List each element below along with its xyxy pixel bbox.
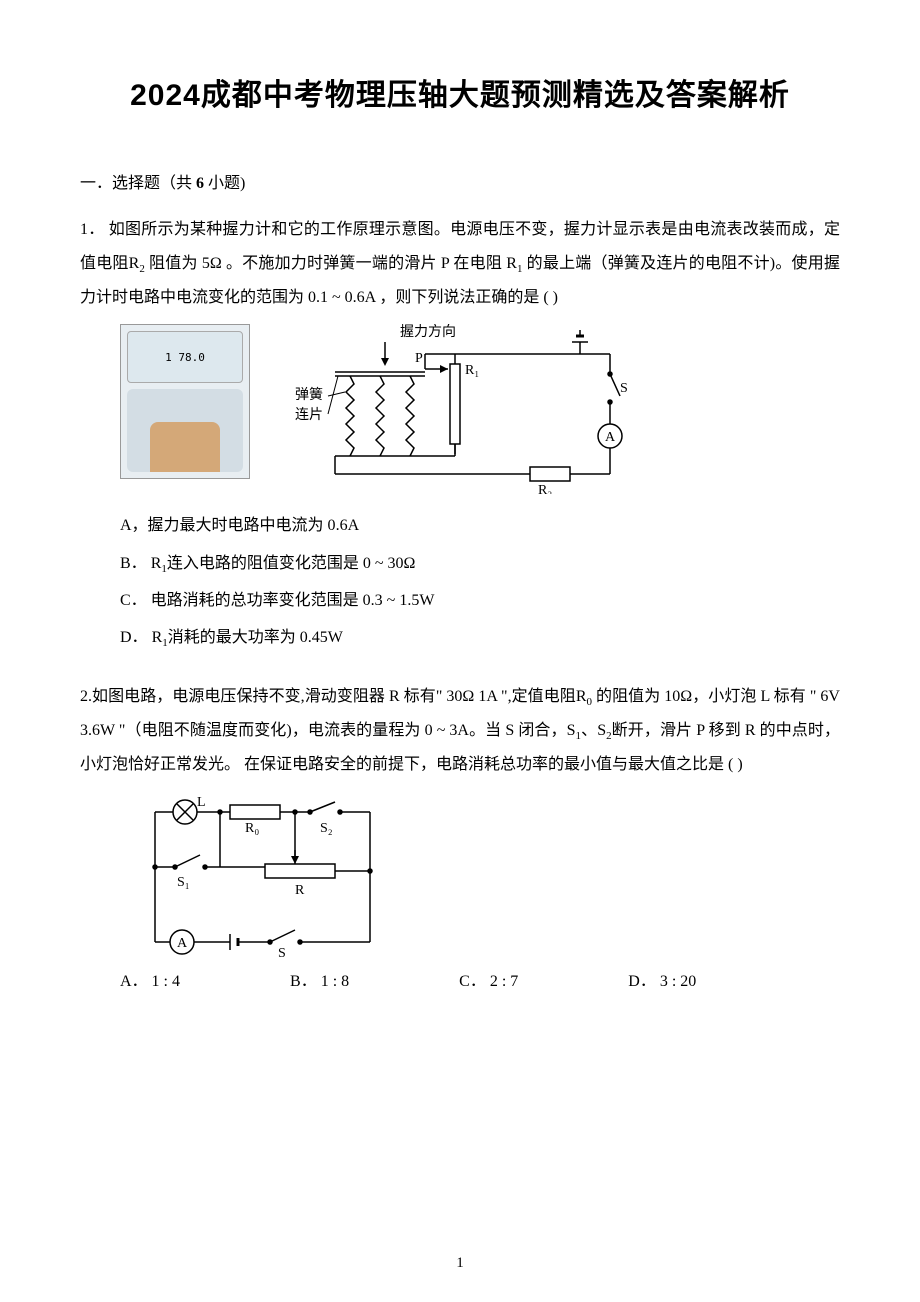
q1-options: A，握力最大时电路中电流为 0.6A B． R1连入电路的阻值变化范围是 0 ~… (120, 508, 840, 655)
q2-num: 2 (80, 688, 88, 705)
question-1: 1． 如图所示为某种握力计和它的工作原理示意图。电源电压不变，握力计显示表是由电… (80, 213, 840, 314)
q1-option-d: D． R1消耗的最大功率为 0.45W (120, 620, 840, 655)
grip-meter-display: 1 78.0 (127, 331, 243, 383)
q1-opt-d-prefix: D． (120, 629, 152, 646)
q2-circuit-diagram: L R₀ S₂ S₁ (135, 792, 395, 957)
q2-s1: S (567, 722, 576, 739)
q1-opt-d-r: R (152, 629, 163, 646)
section-header: 一．选择题（共 6 小题) (80, 169, 840, 193)
q1-r1: R (506, 255, 517, 272)
q1-r2: R (129, 255, 140, 272)
q2-r0: R (576, 688, 587, 705)
question-2: 2.如图电路，电源电压保持不变,滑动变阻器 R 标有" 30Ω 1A ",定值电… (80, 680, 840, 782)
grip-meter-body (127, 389, 243, 472)
q1-opt-a-suffix: 6A (340, 517, 360, 534)
label-ammeter-2: A (177, 936, 188, 951)
q1-num: 1 (80, 221, 88, 238)
q2-options: A． 1 : 4 B． 1 : 8 C． 2 : 7 D． 3 : 20 (120, 967, 840, 991)
section-header-suffix: 小题) (204, 175, 245, 192)
q1-opt-a-prefix: A，握力最大时电路中电流为 0 (120, 517, 336, 534)
section-header-prefix: 一．选择题（共 (80, 175, 196, 192)
q1-circuit-diagram: S A R₂ P R₁ 握力方向 (280, 324, 640, 494)
q1-option-a: A，握力最大时电路中电流为 0.6A (120, 508, 840, 543)
q1-figure: 1 78.0 S (120, 324, 840, 494)
label-r2: R₂ (538, 483, 552, 494)
section-header-num: 6 (196, 175, 204, 192)
q2-text-3: 、 (581, 722, 597, 739)
q2-option-b: B． 1 : 8 (290, 967, 349, 991)
page: 2024成都中考物理压轴大题预测精选及答案解析 一．选择题（共 6 小题) 1．… (0, 0, 920, 1302)
label-r: R (295, 883, 305, 898)
q1-opt-b-r: R (151, 555, 162, 572)
q1-opt-b-prefix: B． (120, 555, 151, 572)
page-number: 1 (0, 1255, 920, 1272)
q2-text-1: .如图电路，电源电压保持不变,滑动变阻器 R 标有" 30Ω 1A ",定值电阻 (88, 688, 576, 705)
q1-option-c: C． 电路消耗的总功率变化范围是 0.3 ~ 1.5W (120, 583, 840, 618)
q2-option-d: D． 3 : 20 (628, 967, 696, 991)
label-s-2: S (278, 946, 286, 957)
grip-meter-photo: 1 78.0 (120, 324, 250, 479)
label-r0: R₀ (245, 821, 259, 836)
label-s: S (620, 381, 628, 396)
label-p: P (415, 351, 423, 366)
q2-option-a: A． 1 : 4 (120, 967, 180, 991)
q2-s2: S (597, 722, 606, 739)
q2-option-c: C． 2 : 7 (459, 967, 518, 991)
q1-opt-d-suffix: 消耗的最大功率为 0.45W (168, 629, 343, 646)
q1-opt-b-suffix: 连入电路的阻值变化范围是 0 ~ 30Ω (167, 555, 416, 572)
q1-option-b: B． R1连入电路的阻值变化范围是 0 ~ 30Ω (120, 546, 840, 581)
page-title: 2024成都中考物理压轴大题预测精选及答案解析 (80, 70, 840, 114)
label-s1: S₁ (177, 875, 190, 890)
label-strip: 连片 (295, 407, 323, 423)
label-ammeter: A (605, 430, 616, 445)
hand-icon (150, 422, 220, 472)
label-spring: 弹簧 (295, 387, 323, 403)
label-r1: R₁ (465, 363, 479, 378)
q1-text-2: 阻值为 5Ω 。不施加力时弹簧一端的滑片 P 在电阻 (145, 255, 506, 272)
label-force-dir: 握力方向 (400, 324, 456, 340)
label-lamp: L (197, 795, 206, 810)
label-s2: S₂ (320, 821, 333, 836)
